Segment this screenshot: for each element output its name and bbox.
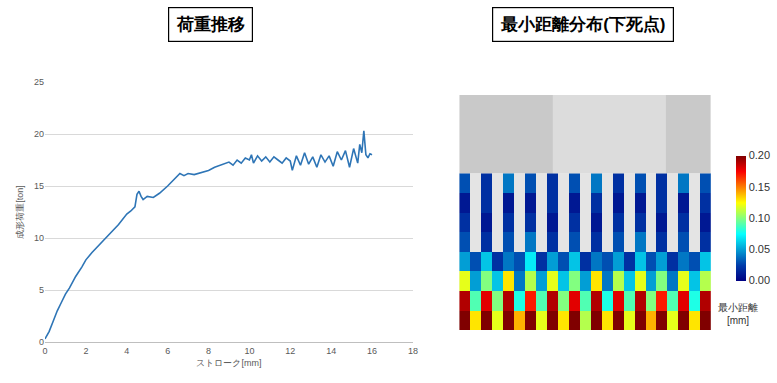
svg-text:2: 2 [83, 346, 88, 356]
svg-text:14: 14 [326, 346, 336, 356]
svg-text:0: 0 [39, 337, 44, 347]
svg-text:6: 6 [165, 346, 170, 356]
svg-text:最小距離[mm]: 最小距離[mm] [718, 302, 758, 326]
svg-text:18: 18 [408, 346, 418, 356]
svg-text:0.15: 0.15 [749, 181, 770, 193]
svg-text:25: 25 [34, 77, 44, 87]
svg-text:16: 16 [367, 346, 377, 356]
svg-text:4: 4 [124, 346, 129, 356]
svg-text:0: 0 [42, 346, 47, 356]
svg-text:5: 5 [39, 285, 44, 295]
svg-text:0.10: 0.10 [749, 212, 770, 224]
svg-text:0.05: 0.05 [749, 243, 770, 255]
svg-text:最小距離分布(下死点): 最小距離分布(下死点) [500, 15, 665, 34]
svg-text:成形荷重[ton]: 成形荷重[ton] [15, 185, 25, 239]
svg-text:20: 20 [34, 129, 44, 139]
svg-text:10: 10 [34, 233, 44, 243]
svg-text:0.20: 0.20 [749, 149, 770, 161]
svg-text:ストローク[mm]: ストローク[mm] [196, 358, 261, 368]
svg-text:荷重推移: 荷重推移 [176, 15, 245, 34]
svg-text:12: 12 [285, 346, 295, 356]
svg-text:15: 15 [34, 181, 44, 191]
svg-text:10: 10 [244, 346, 254, 356]
svg-text:8: 8 [206, 346, 211, 356]
svg-text:0.00: 0.00 [749, 274, 770, 286]
